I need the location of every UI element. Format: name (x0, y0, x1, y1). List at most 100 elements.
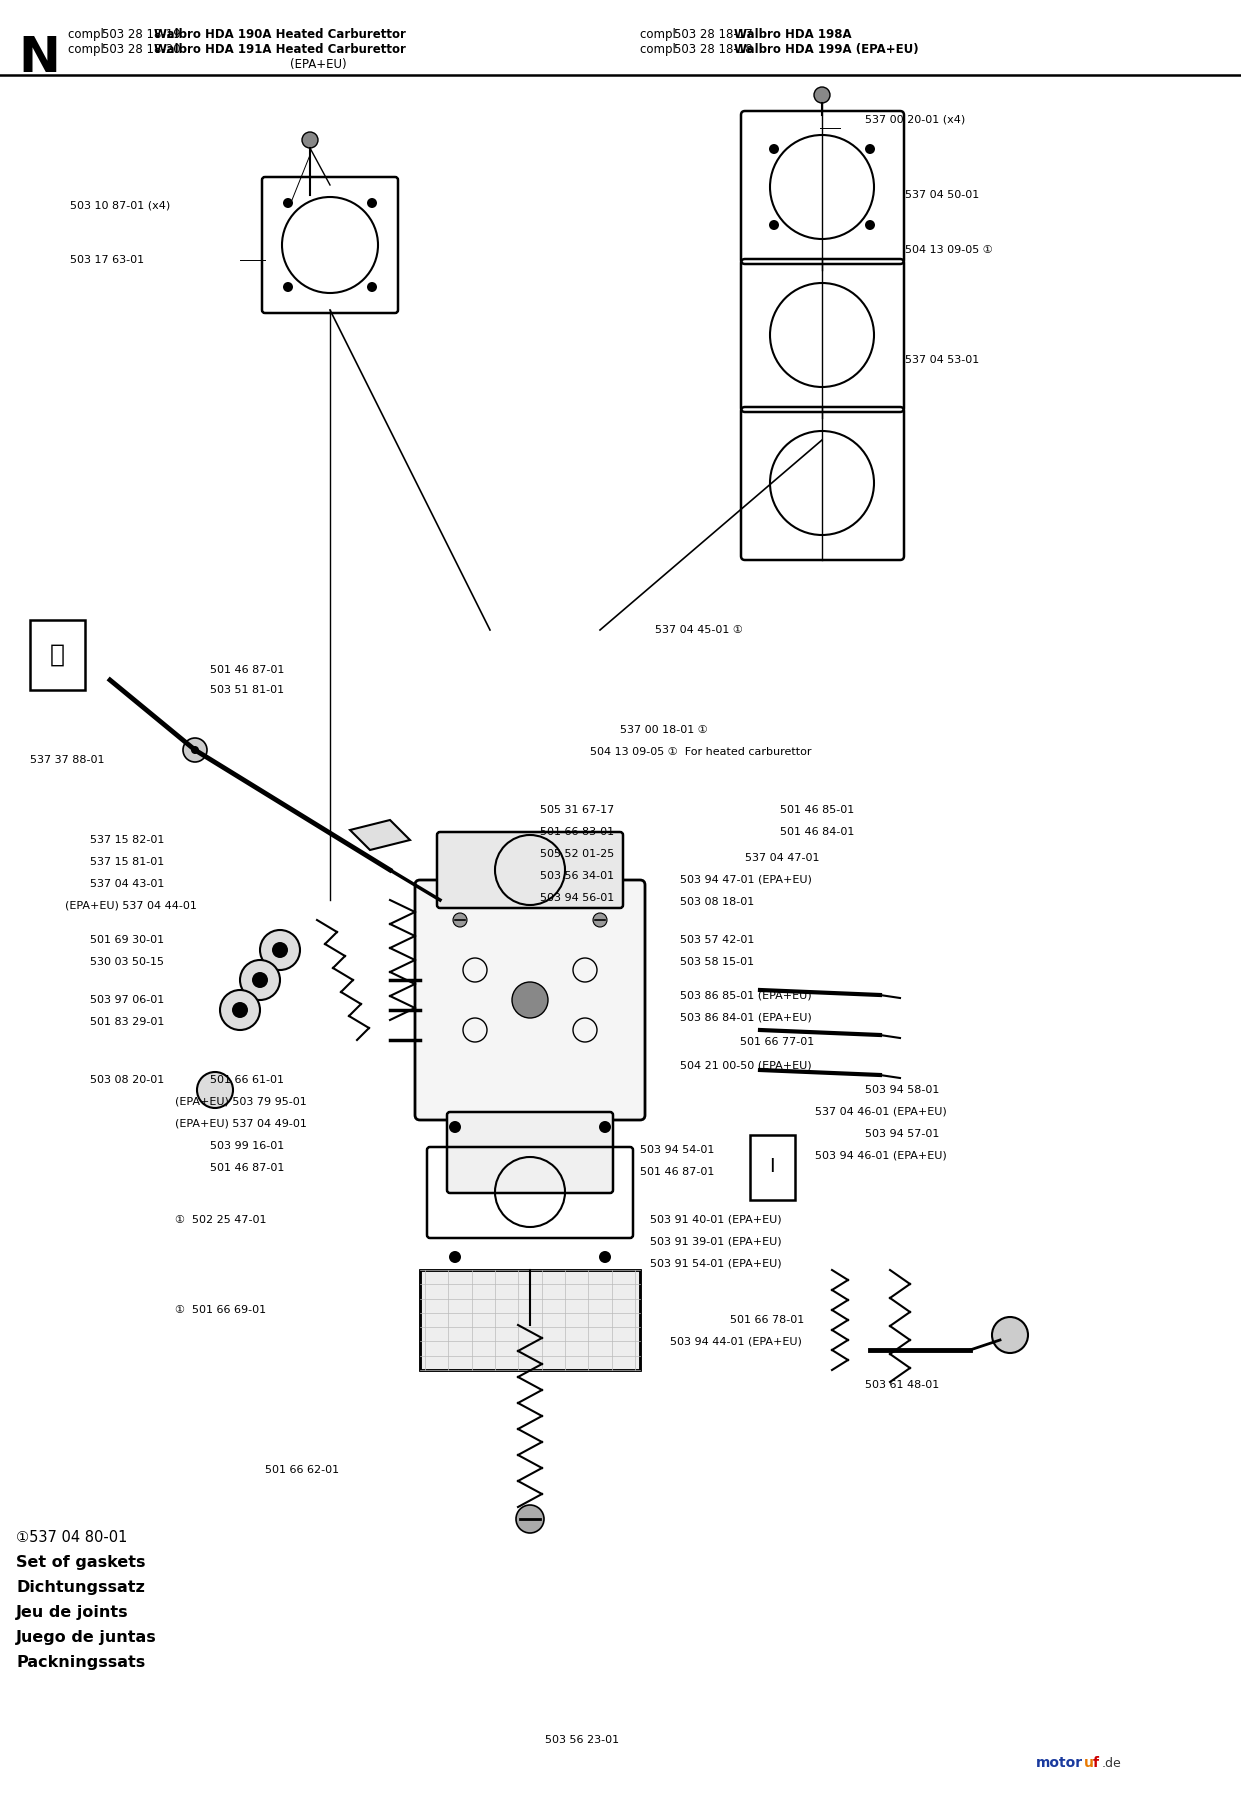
Text: 503 56 23-01: 503 56 23-01 (545, 1735, 619, 1744)
Text: 537 15 81-01: 537 15 81-01 (91, 857, 164, 868)
Text: 505 31 67-17: 505 31 67-17 (540, 805, 614, 815)
Bar (30, 619, 84, 689)
Text: 501 66 77-01: 501 66 77-01 (740, 1037, 814, 1048)
Text: 501 46 87-01: 501 46 87-01 (210, 1163, 284, 1174)
Text: 537 15 82-01: 537 15 82-01 (91, 835, 164, 844)
Text: (EPA+EU) 537 04 49-01: (EPA+EU) 537 04 49-01 (175, 1120, 307, 1129)
Text: 503 51 81-01: 503 51 81-01 (210, 686, 284, 695)
Text: 503 94 44-01 (EPA+EU): 503 94 44-01 (EPA+EU) (670, 1337, 802, 1346)
Text: 503 97 06-01: 503 97 06-01 (91, 995, 164, 1004)
FancyBboxPatch shape (437, 832, 623, 907)
Text: 503 86 85-01 (EPA+EU): 503 86 85-01 (EPA+EU) (680, 990, 812, 1001)
Circle shape (272, 941, 288, 958)
Text: 503 28 18-18: 503 28 18-18 (674, 43, 761, 56)
Text: 537 04 53-01: 537 04 53-01 (905, 355, 979, 365)
Text: 503 94 58-01: 503 94 58-01 (865, 1085, 939, 1094)
Text: I: I (769, 1157, 774, 1177)
Text: 503 94 56-01: 503 94 56-01 (540, 893, 614, 904)
Circle shape (252, 972, 268, 988)
Circle shape (449, 1251, 460, 1264)
Circle shape (599, 1121, 611, 1132)
Text: (EPA+EU) 537 04 44-01: (EPA+EU) 537 04 44-01 (65, 902, 197, 911)
Bar (419, 1271, 640, 1370)
Circle shape (232, 1003, 248, 1019)
Circle shape (769, 144, 779, 155)
Text: 537 04 45-01 ①: 537 04 45-01 ① (655, 625, 743, 635)
Circle shape (283, 283, 293, 292)
Text: Walbro HDA 190A Heated Carburettor: Walbro HDA 190A Heated Carburettor (154, 29, 406, 41)
Text: ①  502 25 47-01: ① 502 25 47-01 (175, 1215, 267, 1226)
Text: 503 17 63-01: 503 17 63-01 (69, 256, 144, 265)
Circle shape (367, 283, 377, 292)
Text: 503 99 16-01: 503 99 16-01 (210, 1141, 284, 1150)
Text: 503 08 18-01: 503 08 18-01 (680, 896, 755, 907)
Circle shape (367, 198, 377, 209)
Polygon shape (350, 821, 410, 850)
Text: 501 46 84-01: 501 46 84-01 (781, 826, 854, 837)
Text: 501 83 29-01: 501 83 29-01 (91, 1017, 164, 1028)
Circle shape (599, 1251, 611, 1264)
Text: 537 00 20-01 (x4): 537 00 20-01 (x4) (865, 115, 965, 124)
Text: 503 91 39-01 (EPA+EU): 503 91 39-01 (EPA+EU) (650, 1237, 782, 1247)
Text: compl: compl (640, 29, 680, 41)
Text: 503 86 84-01 (EPA+EU): 503 86 84-01 (EPA+EU) (680, 1012, 812, 1022)
Text: u: u (1085, 1757, 1095, 1769)
Text: N: N (19, 34, 60, 83)
Text: 503 94 46-01 (EPA+EU): 503 94 46-01 (EPA+EU) (815, 1150, 947, 1161)
Text: (EPA+EU): (EPA+EU) (290, 58, 346, 70)
Text: compl: compl (68, 43, 108, 56)
Text: Juego de juntas: Juego de juntas (16, 1631, 156, 1645)
Text: (EPA+EU) 503 79 95-01: (EPA+EU) 503 79 95-01 (175, 1096, 307, 1107)
Text: Jeu de joints: Jeu de joints (16, 1606, 129, 1620)
Text: ①537 04 80-01: ①537 04 80-01 (16, 1530, 128, 1544)
Text: 501 69 30-01: 501 69 30-01 (91, 934, 164, 945)
Circle shape (302, 131, 318, 148)
Bar (750, 1136, 795, 1201)
Text: 503 28 18-17: 503 28 18-17 (674, 29, 761, 41)
Text: 505 52 01-25: 505 52 01-25 (540, 850, 614, 859)
Text: 530 03 50-15: 530 03 50-15 (91, 958, 164, 967)
Text: 501 46 87-01: 501 46 87-01 (210, 664, 284, 675)
Circle shape (220, 990, 261, 1030)
Circle shape (191, 745, 199, 754)
Circle shape (865, 144, 875, 155)
Text: 503 57 42-01: 503 57 42-01 (680, 934, 755, 945)
Text: 537 04 47-01: 537 04 47-01 (745, 853, 819, 862)
Text: 503 91 54-01 (EPA+EU): 503 91 54-01 (EPA+EU) (650, 1258, 782, 1269)
Text: 501 66 78-01: 501 66 78-01 (730, 1316, 804, 1325)
Bar (419, 1271, 640, 1370)
Circle shape (769, 220, 779, 230)
Circle shape (261, 931, 300, 970)
Text: 503 10 87-01 (x4): 503 10 87-01 (x4) (69, 200, 170, 211)
Text: motor: motor (1036, 1757, 1083, 1769)
Text: 537 04 43-01: 537 04 43-01 (91, 878, 164, 889)
Text: f: f (1093, 1757, 1100, 1769)
Text: 504 21 00-50 (EPA+EU): 504 21 00-50 (EPA+EU) (680, 1060, 812, 1069)
Text: 503 28 18-20: 503 28 18-20 (102, 43, 185, 56)
Text: 503 94 57-01: 503 94 57-01 (865, 1129, 939, 1139)
Circle shape (449, 1121, 460, 1132)
Text: 503 08 20-01: 503 08 20-01 (91, 1075, 164, 1085)
Text: compl: compl (640, 43, 680, 56)
Text: 537 37 88-01: 537 37 88-01 (30, 754, 104, 765)
Text: Walbro HDA 198A: Walbro HDA 198A (733, 29, 851, 41)
Circle shape (593, 913, 607, 927)
Text: 503 94 47-01 (EPA+EU): 503 94 47-01 (EPA+EU) (680, 875, 812, 886)
Circle shape (453, 913, 467, 927)
Text: 504 13 09-05 ①: 504 13 09-05 ① (905, 245, 993, 256)
Text: Walbro HDA 199A (EPA+EU): Walbro HDA 199A (EPA+EU) (733, 43, 918, 56)
Text: 503 61 48-01: 503 61 48-01 (865, 1381, 939, 1390)
Text: ①  501 66 69-01: ① 501 66 69-01 (175, 1305, 266, 1316)
Circle shape (865, 220, 875, 230)
Text: 537 00 18-01 ①: 537 00 18-01 ① (620, 725, 707, 734)
FancyBboxPatch shape (414, 880, 645, 1120)
Text: 503 91 40-01 (EPA+EU): 503 91 40-01 (EPA+EU) (650, 1215, 782, 1226)
Text: 501 66 61-01: 501 66 61-01 (210, 1075, 284, 1085)
Circle shape (814, 86, 830, 103)
Text: 501 46 87-01: 501 46 87-01 (640, 1166, 715, 1177)
Text: compl: compl (68, 29, 108, 41)
FancyBboxPatch shape (447, 1112, 613, 1193)
Circle shape (992, 1318, 1028, 1354)
Text: 501 66 83-01: 501 66 83-01 (540, 826, 614, 837)
Text: Dichtungssatz: Dichtungssatz (16, 1580, 145, 1595)
